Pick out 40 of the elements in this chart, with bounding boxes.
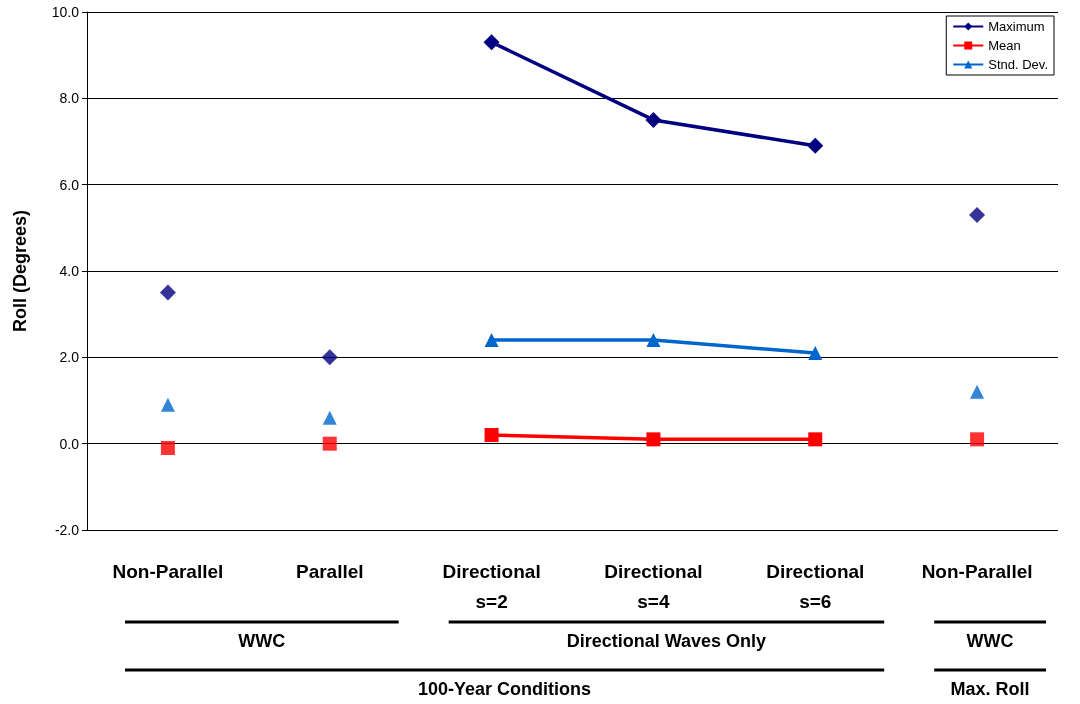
- point: [483, 34, 500, 51]
- point: [646, 333, 661, 348]
- point: [645, 111, 662, 128]
- point: [322, 436, 337, 451]
- text: WWC: [238, 631, 286, 651]
- legend-label: Maximum: [988, 19, 1045, 34]
- x-tick-label: Directional s=2: [442, 560, 541, 612]
- x-tick-label: Directional s=6: [766, 560, 865, 612]
- point: [322, 410, 337, 425]
- x-tick-label: Non-Parallel: [921, 560, 1033, 582]
- point: [808, 432, 823, 447]
- point: [970, 384, 985, 399]
- text: 100-Year Conditions: [418, 679, 592, 699]
- y-axis-title: Roll (Degrees): [10, 209, 30, 333]
- point: [969, 206, 986, 223]
- point: [484, 333, 499, 348]
- point: [159, 284, 176, 301]
- y-tick-label: 10.0: [51, 4, 80, 20]
- x-tick-label: Directional s=4: [604, 560, 703, 612]
- point: [646, 432, 661, 447]
- point: [321, 349, 338, 366]
- point: [808, 346, 823, 361]
- text: Directional Waves Only: [566, 631, 767, 651]
- point: [807, 137, 824, 154]
- y-tick-label: 0.0: [59, 435, 80, 452]
- y-tick-label: -2.0: [54, 522, 80, 538]
- point: [484, 428, 499, 443]
- legend-label: Mean: [988, 38, 1021, 53]
- legend-label: Stnd. Dev.: [988, 57, 1048, 72]
- text: WWC: [966, 631, 1014, 651]
- point: [160, 397, 175, 412]
- y-tick-label: 2.0: [59, 349, 80, 366]
- text: Max. Roll: [950, 679, 1030, 699]
- y-tick-label: 8.0: [59, 90, 80, 107]
- x-tick-label: Parallel: [295, 560, 364, 582]
- point: [970, 432, 985, 447]
- x-tick-label: Non-Parallel: [112, 560, 224, 582]
- point: [160, 440, 175, 455]
- y-tick-label: 4.0: [59, 263, 80, 279]
- y-tick-label: 6.0: [59, 176, 80, 193]
